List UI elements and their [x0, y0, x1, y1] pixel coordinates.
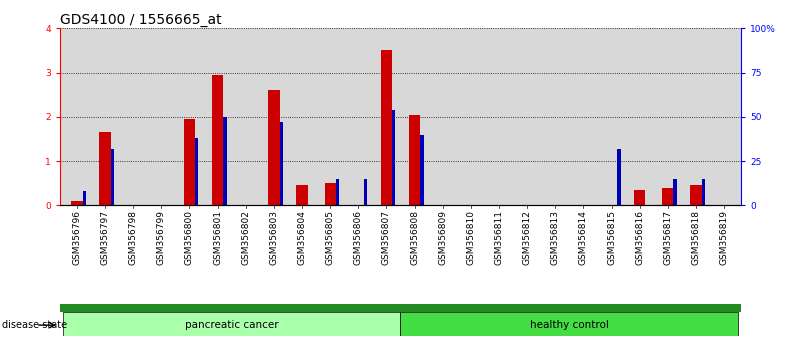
Bar [392, 110, 396, 205]
Text: GSM356811: GSM356811 [494, 210, 504, 265]
Bar [184, 119, 195, 205]
Text: GSM356810: GSM356810 [466, 210, 475, 265]
Bar [83, 191, 86, 205]
Text: GSM356801: GSM356801 [213, 210, 222, 265]
Text: GSM356800: GSM356800 [185, 210, 194, 265]
Bar [223, 117, 227, 205]
Bar [63, 313, 400, 336]
Bar [280, 122, 283, 205]
Text: GSM356797: GSM356797 [101, 210, 110, 265]
Text: GSM356806: GSM356806 [354, 210, 363, 265]
Text: healthy control: healthy control [530, 320, 609, 330]
Text: disease state: disease state [2, 320, 66, 330]
Text: GSM356807: GSM356807 [382, 210, 391, 265]
Text: GSM356803: GSM356803 [269, 210, 279, 265]
Bar [634, 190, 646, 205]
Bar [400, 313, 738, 336]
Text: GSM356808: GSM356808 [410, 210, 419, 265]
Text: GSM356817: GSM356817 [663, 210, 672, 265]
Text: GSM356819: GSM356819 [719, 210, 729, 265]
Bar [324, 183, 336, 205]
Text: GSM356799: GSM356799 [157, 210, 166, 265]
Text: GDS4100 / 1556665_at: GDS4100 / 1556665_at [60, 13, 222, 27]
Text: GSM356815: GSM356815 [607, 210, 616, 265]
Bar [60, 304, 741, 313]
Text: GSM356805: GSM356805 [326, 210, 335, 265]
Bar [380, 51, 392, 205]
Bar [662, 188, 674, 205]
Bar [409, 115, 421, 205]
Bar [268, 90, 280, 205]
Bar [111, 149, 114, 205]
Text: GSM356813: GSM356813 [551, 210, 560, 265]
Bar [296, 185, 308, 205]
Bar [617, 149, 621, 205]
Bar [99, 132, 111, 205]
Bar [364, 179, 368, 205]
Text: GSM356804: GSM356804 [297, 210, 307, 265]
Text: GSM356818: GSM356818 [691, 210, 700, 265]
Text: GSM356814: GSM356814 [579, 210, 588, 265]
Bar [336, 179, 339, 205]
Text: GSM356798: GSM356798 [129, 210, 138, 265]
Bar [690, 185, 702, 205]
Bar [195, 138, 199, 205]
Text: GSM356796: GSM356796 [72, 210, 82, 265]
Bar [212, 75, 223, 205]
Text: pancreatic cancer: pancreatic cancer [185, 320, 279, 330]
Bar [702, 179, 705, 205]
Text: GSM356812: GSM356812 [522, 210, 532, 265]
Text: GSM356816: GSM356816 [635, 210, 644, 265]
Bar [71, 201, 83, 205]
Text: GSM356802: GSM356802 [241, 210, 250, 265]
Bar [674, 179, 677, 205]
Text: GSM356809: GSM356809 [438, 210, 447, 265]
Bar [421, 135, 424, 205]
